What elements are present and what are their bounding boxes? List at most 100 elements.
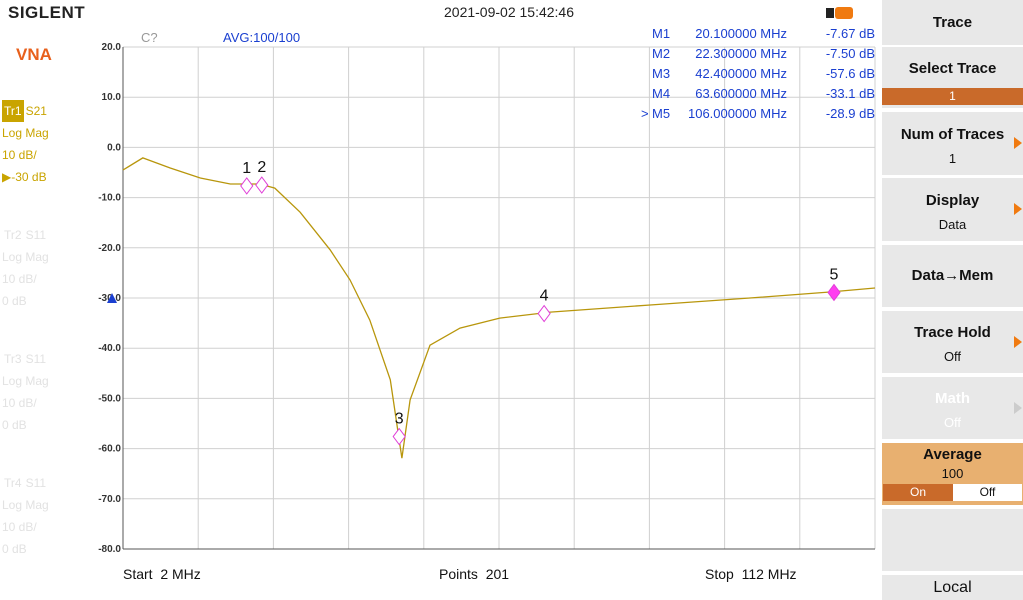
start: Start 2 MHz: [123, 566, 201, 582]
data-mem[interactable]: Data→Mem: [882, 245, 1023, 307]
trace-ref: ▶-30 dB: [2, 170, 47, 184]
trace-line: Log Mag: [2, 494, 49, 516]
stop: Stop 112 MHz: [705, 566, 797, 582]
marker-name: M1: [652, 26, 670, 41]
trace-format[interactable]: Log Mag: [2, 374, 49, 388]
marker-value: -33.1 dB: [826, 86, 875, 101]
marker-name: M3: [652, 66, 670, 81]
marker-freq: 106.000000 MHz: [688, 106, 787, 121]
math: Math Off: [882, 377, 1023, 439]
value: Data: [938, 217, 967, 232]
label: Math: [935, 390, 970, 407]
trace-format: Log Mag: [2, 126, 49, 140]
y-tick-label: -50.0: [98, 393, 121, 404]
trace-format[interactable]: Log Mag: [2, 498, 49, 512]
trace-format[interactable]: Log Mag: [2, 250, 49, 264]
average[interactable]: Average 100 On Off: [882, 443, 1023, 505]
trace-line: 0 dB: [2, 538, 27, 560]
trace-id[interactable]: Tr3: [4, 352, 22, 366]
cal-status: C?: [141, 30, 158, 45]
trace-param[interactable]: S11: [25, 476, 47, 490]
label: Display: [925, 192, 980, 209]
y-tick-label: -80.0: [98, 544, 121, 555]
marker-freq: 42.400000 MHz: [695, 66, 787, 81]
trace-ref[interactable]: 0 dB: [2, 418, 27, 432]
select-trace[interactable]: Select Trace 1: [882, 47, 1023, 108]
avg-status: AVG:100/100: [223, 30, 300, 45]
trace-id[interactable]: Tr4: [4, 476, 22, 490]
display[interactable]: Display Data: [882, 178, 1023, 241]
marker: [240, 177, 254, 195]
trace-line: 10 dB/: [2, 516, 37, 538]
marker-value: -57.6 dB: [826, 66, 875, 81]
arrow: [1014, 137, 1022, 149]
trace-hold[interactable]: Trace Hold Off: [882, 311, 1023, 373]
value: 1: [948, 151, 957, 166]
trace-scale: 10 dB/: [2, 148, 37, 162]
brand: SIGLENT: [8, 3, 86, 22]
marker-freq: 20.100000 MHz: [695, 26, 787, 41]
marker-label: 1: [242, 160, 251, 177]
num-traces[interactable]: Num of Traces 1: [882, 112, 1023, 175]
label: Select Trace: [908, 60, 997, 77]
trace-line: Tr4 S11: [2, 472, 46, 494]
y-tick-label: -60.0: [98, 444, 121, 455]
y-tick-label: 20.0: [102, 42, 122, 53]
datetime: 2021-09-02 15:42:46: [444, 4, 574, 20]
trace-line: Log Mag: [2, 122, 49, 144]
y-tick-label: -40.0: [98, 343, 121, 354]
softkey-menu: Trace Select Trace 1 Num of Traces 1 Dis…: [882, 0, 1023, 600]
trace-line: Tr1 S21: [2, 100, 47, 122]
label: Data→Mem: [911, 267, 994, 284]
arrow: [1014, 203, 1022, 215]
trace-ref[interactable]: 0 dB: [2, 542, 27, 556]
trace-line: 10 dB/: [2, 144, 37, 166]
trace-ref[interactable]: 0 dB: [2, 294, 27, 308]
on[interactable]: On: [883, 484, 953, 501]
y-tick-label: -10.0: [98, 193, 121, 204]
trace-line: 10 dB/: [2, 392, 37, 414]
trace-line: Log Mag: [2, 370, 49, 392]
menu-title: Trace: [932, 14, 973, 31]
ref-marker: [107, 293, 117, 303]
arrow: [1014, 336, 1022, 348]
value: Off: [943, 349, 962, 364]
blank-key: [882, 509, 1023, 571]
marker: [827, 283, 841, 302]
local[interactable]: Local: [882, 575, 1023, 600]
trace-scale[interactable]: 10 dB/: [2, 396, 37, 410]
marker: [537, 304, 551, 323]
y-tick-label: 0.0: [107, 142, 121, 153]
mode: VNA: [16, 45, 52, 64]
label: Trace Hold: [914, 324, 991, 341]
trace-line: [122, 157, 876, 459]
trace-line: 0 dB: [2, 290, 27, 312]
trace-param: S21: [25, 104, 47, 118]
marker-label: 4: [540, 288, 549, 305]
trace-line: Tr2 S11: [2, 224, 46, 246]
marker-value: -28.9 dB: [826, 106, 875, 121]
label: Num of Traces: [900, 126, 1005, 143]
y-tick-label: 10.0: [102, 92, 122, 103]
menu-title-box: Trace: [882, 0, 1023, 45]
marker-name: M4: [652, 86, 670, 101]
trace-line: 0 dB: [2, 414, 27, 436]
y-tick-label: -70.0: [98, 494, 121, 505]
marker-label: 3: [395, 411, 404, 428]
marker-name: M2: [652, 46, 670, 61]
trace-param[interactable]: S11: [25, 352, 47, 366]
chart: 20.010.00.0-10.0-20.0-30.0-40.0-50.0-60.…: [98, 26, 876, 555]
value: Off: [943, 415, 962, 430]
marker-value: -7.67 dB: [826, 26, 875, 41]
trace-scale[interactable]: 10 dB/: [2, 520, 37, 534]
trace-id[interactable]: Tr2: [4, 228, 22, 242]
marker-label: 5: [830, 266, 839, 283]
y-tick-label: -20.0: [98, 243, 121, 254]
marker-name: M5: [652, 106, 670, 121]
label: Average: [923, 446, 982, 463]
off[interactable]: Off: [953, 484, 1022, 501]
trace-line: Tr3 S11: [2, 348, 46, 370]
trace-scale[interactable]: 10 dB/: [2, 272, 37, 286]
trace-param[interactable]: S11: [25, 228, 47, 242]
